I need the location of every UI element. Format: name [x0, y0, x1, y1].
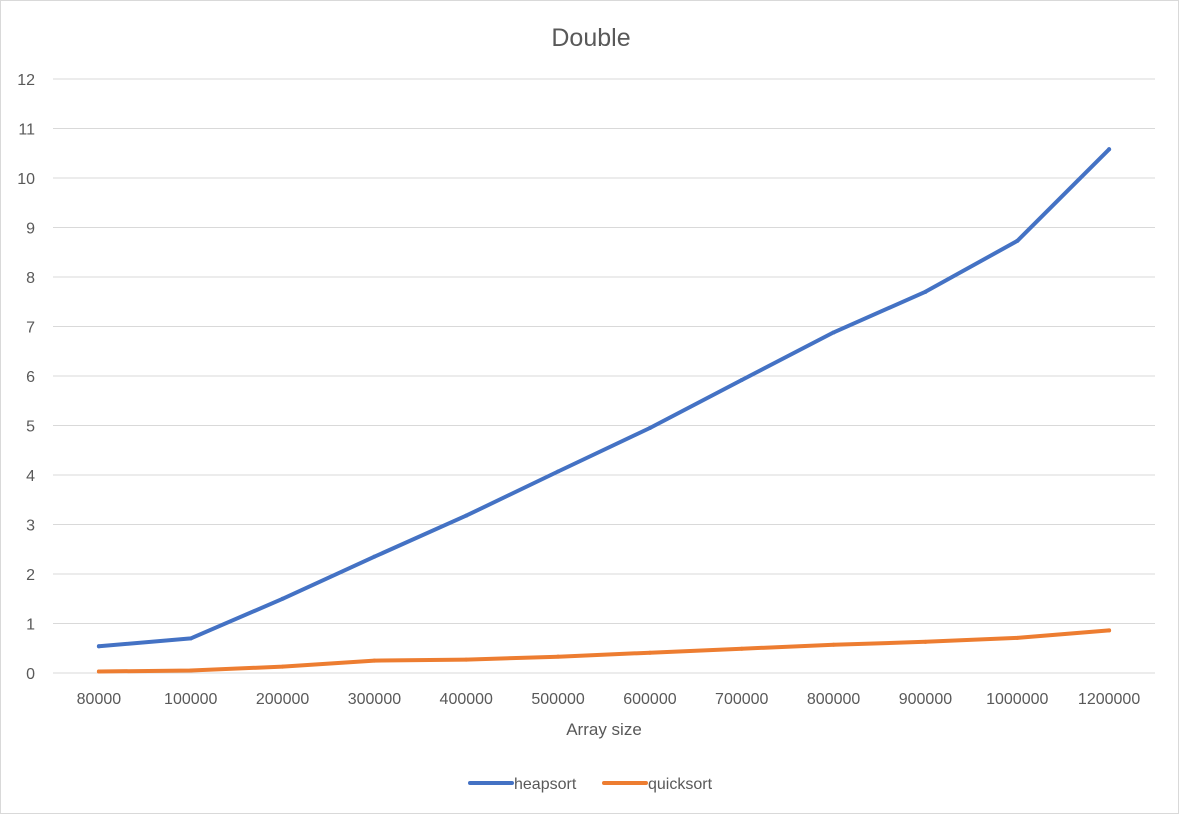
x-axis-label: Array size: [566, 720, 642, 739]
data-point-heapsort: [96, 644, 101, 649]
x-tick-label: 500000: [531, 691, 584, 708]
y-tick-label: 2: [26, 567, 35, 584]
data-point-quicksort: [188, 668, 193, 673]
chart-title: Double: [551, 24, 630, 52]
x-tick-label: 300000: [348, 691, 401, 708]
data-point-heapsort: [556, 469, 561, 474]
data-point-heapsort: [1107, 147, 1112, 152]
y-tick-label: 11: [18, 122, 35, 139]
y-tick-label: 8: [26, 270, 35, 287]
data-point-heapsort: [188, 636, 193, 641]
data-point-quicksort: [372, 658, 377, 663]
x-tick-label: 900000: [899, 691, 952, 708]
x-tick-label: 80000: [77, 691, 122, 708]
data-point-quicksort: [831, 642, 836, 647]
x-tick-label: 1000000: [986, 691, 1048, 708]
x-tick-label: 200000: [256, 691, 309, 708]
data-point-quicksort: [464, 657, 469, 662]
data-point-quicksort: [556, 654, 561, 659]
x-tick-label: 100000: [164, 691, 217, 708]
y-tick-label: 7: [26, 320, 35, 337]
data-point-heapsort: [647, 425, 652, 430]
data-point-quicksort: [280, 664, 285, 669]
data-point-heapsort: [464, 513, 469, 518]
y-tick-label: 5: [26, 419, 35, 436]
data-point-heapsort: [739, 377, 744, 382]
y-tick-label: 6: [26, 369, 35, 386]
y-tick-label: 9: [26, 221, 35, 238]
y-tick-label: 12: [17, 72, 35, 89]
data-point-heapsort: [1015, 238, 1020, 243]
data-point-quicksort: [1107, 628, 1112, 633]
x-tick-label: 700000: [715, 691, 768, 708]
y-tick-label: 0: [26, 666, 35, 683]
legend-label-quicksort: quicksort: [648, 776, 713, 793]
x-tick-label: 400000: [440, 691, 493, 708]
data-point-quicksort: [739, 646, 744, 651]
legend-label-heapsort: heapsort: [514, 776, 577, 793]
data-point-quicksort: [923, 639, 928, 644]
data-point-quicksort: [96, 669, 101, 674]
y-tick-label: 4: [26, 468, 35, 485]
gridlines: [53, 78, 1155, 674]
x-tick-label: 1200000: [1078, 691, 1140, 708]
series-lines: [96, 147, 1112, 674]
data-point-heapsort: [831, 330, 836, 335]
x-axis-ticks: 80000 100000 200000 300000 400000 500000 60000…: [77, 691, 1141, 708]
series-line-heapsort: [96, 147, 1112, 649]
data-point-heapsort: [372, 554, 377, 559]
legend: heapsort quicksort: [468, 776, 713, 793]
y-tick-label: 3: [26, 518, 35, 535]
data-point-heapsort: [280, 596, 285, 601]
series-line-quicksort: [96, 628, 1112, 674]
x-tick-label: 600000: [623, 691, 676, 708]
y-tick-label: 1: [26, 617, 35, 634]
x-tick-label: 800000: [807, 691, 860, 708]
data-point-heapsort: [923, 289, 928, 294]
y-tick-label: 10: [17, 171, 35, 188]
data-point-quicksort: [1015, 635, 1020, 640]
data-point-quicksort: [647, 650, 652, 655]
